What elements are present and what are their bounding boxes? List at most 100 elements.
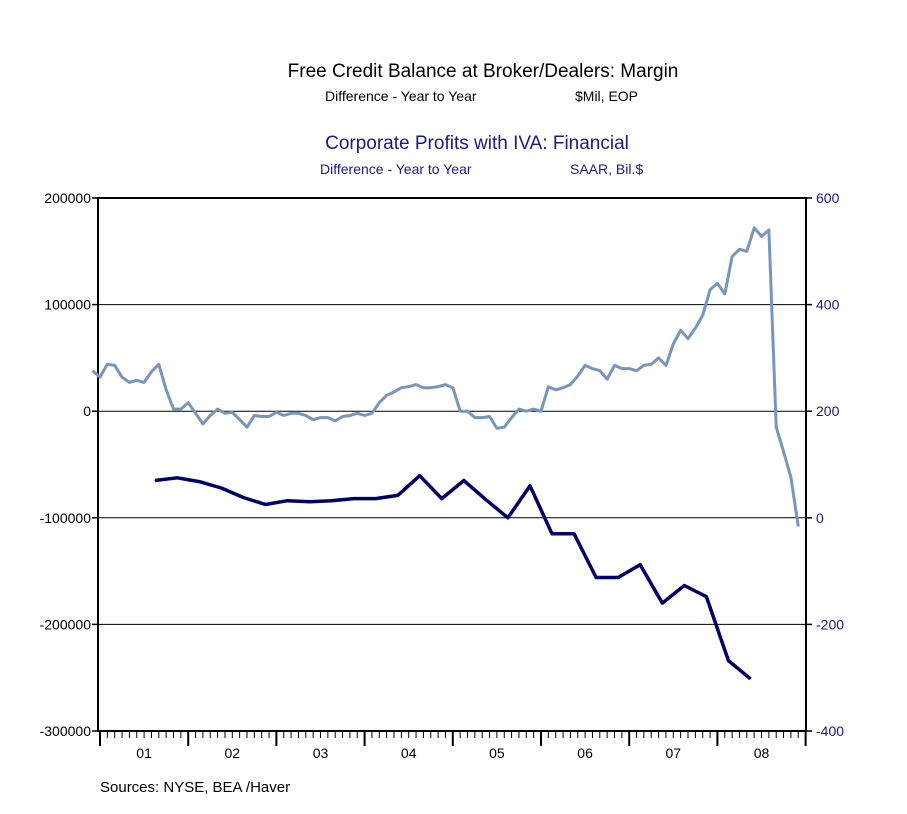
data-point bbox=[683, 584, 685, 587]
data-point bbox=[106, 363, 108, 365]
data-point bbox=[584, 364, 586, 366]
data-point bbox=[128, 381, 130, 383]
data-point bbox=[437, 386, 439, 388]
data-point bbox=[621, 368, 623, 370]
data-point bbox=[415, 384, 417, 386]
data-point bbox=[595, 576, 597, 579]
data-point bbox=[496, 427, 498, 429]
left-tick-label: -200000 bbox=[40, 616, 92, 632]
data-point bbox=[591, 368, 594, 370]
data-point bbox=[599, 370, 601, 372]
data-point bbox=[305, 414, 307, 417]
gridlines bbox=[98, 304, 806, 625]
data-point bbox=[224, 412, 226, 414]
data-point bbox=[242, 496, 244, 499]
data-point bbox=[275, 411, 277, 413]
data-point bbox=[511, 417, 513, 419]
data-point bbox=[353, 498, 355, 500]
series2-title: Corporate Profits with IVA: Financial bbox=[325, 133, 629, 154]
data-point bbox=[705, 596, 708, 598]
data-point bbox=[408, 386, 410, 388]
data-point bbox=[797, 525, 799, 527]
data-point bbox=[525, 410, 527, 412]
data-points-corporate-profits bbox=[154, 475, 752, 680]
data-point bbox=[731, 256, 733, 258]
data-point bbox=[312, 419, 314, 421]
data-point bbox=[503, 426, 505, 428]
data-point bbox=[606, 378, 608, 380]
data-point bbox=[775, 426, 777, 428]
data-point bbox=[749, 678, 752, 680]
data-point bbox=[195, 412, 197, 414]
data-point bbox=[540, 410, 542, 412]
data-point bbox=[430, 387, 432, 389]
data-point bbox=[665, 364, 667, 366]
data-point bbox=[114, 364, 116, 366]
data-point bbox=[375, 498, 377, 500]
data-point bbox=[760, 235, 763, 237]
x-axis: 01 02 03 04 05 06 07 08 bbox=[99, 731, 807, 761]
x-tick-label: 02 bbox=[225, 745, 241, 761]
data-point bbox=[246, 426, 248, 428]
series1-subtitle-left: Difference - Year to Year bbox=[325, 88, 477, 104]
data-point bbox=[290, 412, 292, 414]
data-point bbox=[636, 370, 638, 372]
data-point bbox=[727, 660, 730, 662]
data-point bbox=[474, 417, 476, 419]
data-point bbox=[577, 375, 579, 377]
data-point bbox=[334, 420, 336, 422]
data-point bbox=[694, 327, 697, 329]
data-point bbox=[393, 391, 395, 393]
x-tick-label: 04 bbox=[401, 745, 417, 761]
data-point bbox=[92, 370, 94, 372]
data-point bbox=[172, 408, 175, 410]
data-point bbox=[562, 387, 564, 389]
data-point bbox=[518, 408, 520, 410]
left-tick-label: 200000 bbox=[44, 190, 91, 206]
data-point bbox=[716, 282, 719, 284]
data-point bbox=[672, 343, 674, 345]
right-tick-label: -200 bbox=[816, 616, 844, 632]
data-point bbox=[198, 481, 200, 483]
data-point bbox=[650, 363, 652, 365]
x-tick-label: 01 bbox=[136, 745, 152, 761]
data-point bbox=[209, 414, 211, 417]
data-point bbox=[349, 414, 351, 417]
data-point bbox=[441, 498, 443, 500]
data-point bbox=[746, 250, 748, 252]
data-point bbox=[617, 576, 619, 579]
data-point bbox=[738, 248, 741, 250]
data-point bbox=[143, 381, 145, 383]
data-point bbox=[217, 408, 219, 410]
data-point bbox=[136, 379, 138, 381]
data-point bbox=[371, 412, 373, 414]
data-point bbox=[400, 387, 402, 389]
data-point bbox=[529, 485, 531, 487]
data-point bbox=[220, 487, 222, 489]
data-point bbox=[378, 402, 380, 404]
series1-subtitle-right: $Mil, EOP bbox=[575, 88, 638, 104]
data-point bbox=[547, 386, 550, 388]
chart-titles: Free Credit Balance at Broker/Dealers: M… bbox=[288, 61, 679, 177]
data-point bbox=[709, 289, 711, 291]
left-axis: 200000 100000 0 -100000 -200000 -300000 bbox=[40, 190, 98, 739]
x-tick-label: 03 bbox=[313, 745, 329, 761]
x-tick-label: 06 bbox=[577, 745, 593, 761]
data-point bbox=[658, 357, 660, 359]
series-line-corporate-profits bbox=[154, 473, 752, 681]
series2-subtitle-left: Difference - Year to Year bbox=[320, 161, 472, 177]
right-axis: 600 400 200 0 -200 -400 bbox=[806, 190, 844, 739]
data-point bbox=[231, 411, 233, 413]
data-point bbox=[444, 384, 446, 386]
data-point bbox=[459, 410, 461, 412]
data-point bbox=[790, 476, 792, 478]
right-tick-label: -400 bbox=[816, 723, 844, 739]
data-point bbox=[569, 384, 572, 386]
data-point bbox=[485, 499, 487, 501]
right-tick-label: 200 bbox=[816, 403, 840, 419]
data-point bbox=[628, 368, 630, 370]
data-point bbox=[702, 314, 704, 316]
data-point bbox=[165, 389, 167, 391]
data-point bbox=[724, 293, 726, 295]
data-point bbox=[463, 479, 465, 482]
